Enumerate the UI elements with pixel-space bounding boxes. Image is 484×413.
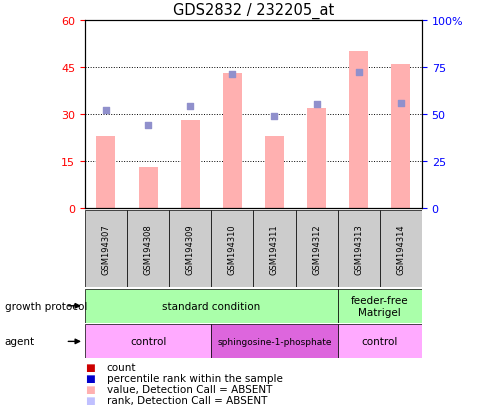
- Text: GSM194313: GSM194313: [353, 223, 363, 274]
- Text: percentile rank within the sample: percentile rank within the sample: [106, 373, 282, 383]
- Bar: [223, 74, 242, 209]
- Point: [396, 100, 404, 107]
- Bar: [127, 211, 169, 287]
- Bar: [337, 289, 421, 323]
- Text: GSM194314: GSM194314: [395, 223, 405, 274]
- Bar: [96, 137, 115, 209]
- Text: ■: ■: [85, 384, 94, 394]
- Bar: [337, 325, 421, 358]
- Text: growth protocol: growth protocol: [5, 301, 87, 311]
- Text: ■: ■: [85, 395, 94, 405]
- Text: GSM194310: GSM194310: [227, 223, 236, 274]
- Title: GDS2832 / 232205_at: GDS2832 / 232205_at: [172, 3, 333, 19]
- Text: rank, Detection Call = ABSENT: rank, Detection Call = ABSENT: [106, 395, 267, 405]
- Bar: [85, 211, 127, 287]
- Text: GSM194307: GSM194307: [101, 223, 110, 274]
- Point: [354, 70, 362, 76]
- Text: control: control: [361, 337, 397, 347]
- Text: standard condition: standard condition: [162, 301, 260, 311]
- Bar: [337, 211, 379, 287]
- Text: GSM194308: GSM194308: [143, 223, 152, 274]
- Bar: [253, 211, 295, 287]
- Bar: [169, 211, 211, 287]
- Bar: [211, 211, 253, 287]
- Bar: [306, 108, 325, 209]
- Point: [312, 102, 320, 109]
- Text: sphingosine-1-phosphate: sphingosine-1-phosphate: [217, 337, 331, 346]
- Text: GSM194309: GSM194309: [185, 223, 194, 274]
- Bar: [181, 121, 199, 209]
- Bar: [264, 137, 283, 209]
- Text: agent: agent: [5, 337, 35, 347]
- Text: control: control: [130, 337, 166, 347]
- Point: [144, 123, 151, 129]
- Point: [186, 104, 194, 110]
- Point: [270, 113, 278, 120]
- Text: ■: ■: [85, 363, 94, 373]
- Bar: [348, 52, 367, 209]
- Bar: [85, 289, 337, 323]
- Point: [228, 72, 236, 78]
- Bar: [379, 211, 421, 287]
- Point: [102, 107, 109, 114]
- Text: value, Detection Call = ABSENT: value, Detection Call = ABSENT: [106, 384, 272, 394]
- Bar: [295, 211, 337, 287]
- Bar: [138, 168, 157, 209]
- Bar: [85, 325, 211, 358]
- Text: count: count: [106, 363, 136, 373]
- Bar: [211, 325, 337, 358]
- Text: feeder-free
Matrigel: feeder-free Matrigel: [350, 295, 408, 317]
- Bar: [391, 64, 409, 209]
- Text: GSM194311: GSM194311: [270, 223, 278, 274]
- Text: GSM194312: GSM194312: [312, 223, 320, 274]
- Text: ■: ■: [85, 373, 94, 383]
